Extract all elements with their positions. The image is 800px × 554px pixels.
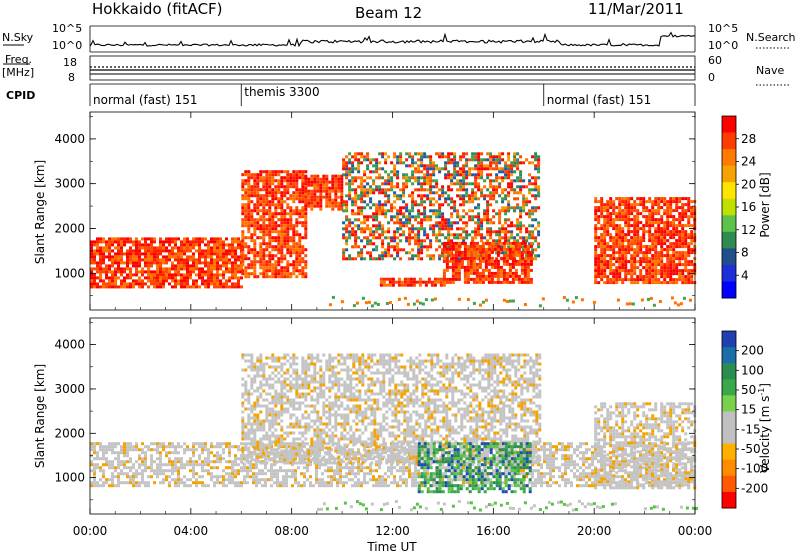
nsky-tick-bottom: 10^0 — [52, 39, 82, 52]
power-colorbar: 28 24 20 16 12 8 4 — [721, 115, 756, 299]
colorbar-tick-label: 20 — [741, 177, 756, 191]
colorbar-tick-label: -200 — [741, 481, 768, 495]
y-tick-label: 1000 — [54, 471, 85, 485]
freq-unit: [MHz] — [2, 66, 34, 79]
y-tick-label: 4000 — [54, 338, 85, 352]
nsearch-label: N.Search — [746, 31, 796, 44]
y-tick-label: 3000 — [54, 382, 85, 396]
x-tick-label: 16:00 — [476, 524, 511, 538]
cpid-segment-label: themis 3300 — [244, 85, 319, 99]
x-axis-ticks: 00:00 04:00 08:00 12:00 16:00 20:00 00:00 — [73, 112, 713, 538]
cpid-segment-label: normal (fast) 151 — [93, 93, 197, 107]
power-yticks: 1000 2000 3000 4000 — [54, 116, 695, 296]
colorbar-tick-label: 15 — [741, 403, 756, 417]
date-title: 11/Mar/2011 — [588, 0, 684, 18]
x-tick-label: 00:00 — [73, 524, 108, 538]
colorbar-tick-label: -50 — [741, 442, 761, 456]
station-title: Hokkaido (fitACF) — [92, 0, 223, 18]
nave-tick-top: 60 — [708, 54, 722, 67]
cpid-label: CPID — [6, 89, 35, 102]
power-heatmap — [90, 152, 697, 308]
velocity-yticks: 1000 2000 3000 4000 — [54, 322, 695, 501]
power-ylabel: Slant Range [km] — [33, 160, 47, 264]
nave-tick-bottom: 0 — [708, 71, 715, 84]
y-tick-label: 3000 — [54, 177, 85, 191]
colorbar-tick-label: -15 — [741, 422, 761, 436]
velocity-panel: 1000 2000 3000 4000 Slant Range [km] — [33, 317, 698, 515]
beam-title: Beam 12 — [355, 4, 422, 22]
freq-tick-bottom: 8 — [68, 71, 75, 84]
freq-tick-top: 18 — [63, 56, 77, 69]
colorbar-tick-label: 24 — [741, 155, 756, 169]
x-tick-label: 08:00 — [274, 524, 309, 538]
cpid-strip: CPID normal (fast) 151 themis 3300 normal … — [6, 83, 696, 107]
y-tick-label: 2000 — [54, 426, 85, 440]
velocity-colorbar: 200 100 50 15 -15 -50 -100 -200 — [721, 330, 768, 509]
nsky-trace — [89, 31, 696, 48]
power-colorbar-label: Power [dB] — [758, 172, 772, 237]
x-tick-label: 12:00 — [375, 524, 410, 538]
x-tick-label: 00:00 — [678, 524, 713, 538]
colorbar-tick-label: 12 — [741, 223, 756, 237]
y-tick-label: 1000 — [54, 266, 85, 280]
nave-label: Nave — [756, 64, 784, 77]
nsky-strip: N.Sky 10^5 10^0 10^5 10^0 N.Search — [2, 22, 796, 53]
freq-strip: Freq. [MHz] 18 8 60 0 Nave — [2, 53, 790, 86]
velocity-ylabel: Slant Range [km] — [33, 364, 47, 468]
colorbar-tick-label: 200 — [741, 344, 764, 358]
velocity-heatmap — [90, 353, 698, 512]
x-tick-label: 20:00 — [577, 524, 612, 538]
colorbar-tick-label: 8 — [741, 246, 749, 260]
nsearch-tick-bottom: 10^0 — [708, 39, 738, 52]
x-tick-label: 04:00 — [174, 524, 209, 538]
freq-label: Freq. — [5, 53, 32, 66]
y-tick-label: 2000 — [54, 221, 85, 235]
x-axis-label: Time UT — [366, 540, 417, 554]
velocity-colorbar-label: Velocity [m s-1] — [757, 383, 772, 473]
colorbar-tick-label: 50 — [741, 383, 756, 397]
cpid-segment-label: normal (fast) 151 — [547, 93, 651, 107]
nsky-tick-top: 10^5 — [52, 22, 82, 35]
colorbar-tick-label: 4 — [741, 268, 749, 282]
colorbar-tick-label: 16 — [741, 200, 756, 214]
nsearch-tick-top: 10^5 — [708, 22, 738, 35]
power-panel: 1000 2000 3000 4000 Slant Range [km] — [33, 111, 697, 311]
colorbar-tick-label: 28 — [741, 132, 756, 146]
colorbar-tick-label: -100 — [741, 462, 768, 476]
y-tick-label: 4000 — [54, 132, 85, 146]
nsky-label: N.Sky — [2, 31, 34, 44]
colorbar-tick-label: 100 — [741, 363, 764, 377]
